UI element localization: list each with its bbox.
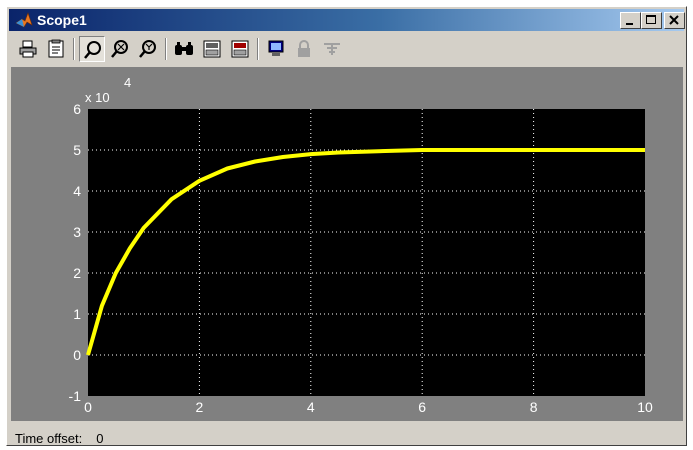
parameters-button[interactable] — [43, 36, 69, 62]
scope-canvas: 0 2 4 6 8 10 -1 0 1 2 3 4 5 6 x 10 4 — [11, 67, 683, 421]
zoom-x-icon — [111, 40, 128, 58]
scope-window: Scope1 — [6, 6, 687, 446]
floating-scope-icon — [268, 40, 284, 56]
restore-axes-button[interactable] — [227, 36, 253, 62]
restore-axes-icon — [231, 40, 249, 58]
plot-area — [88, 109, 645, 396]
y-tick-label: -1 — [69, 388, 82, 404]
minimize-button[interactable] — [620, 12, 641, 29]
exponent-base-label: x 10 — [85, 90, 110, 105]
print-button[interactable] — [15, 36, 41, 62]
x-tick-label: 10 — [637, 399, 653, 415]
time-offset-label: Time offset: — [15, 431, 83, 446]
lock-icon — [298, 40, 310, 57]
signal-selection-button[interactable] — [319, 36, 345, 62]
zoom-x-button[interactable] — [107, 36, 133, 62]
zoom-button[interactable] — [79, 36, 105, 62]
window-title: Scope1 — [37, 12, 87, 28]
exponent-power-label: 4 — [124, 75, 131, 90]
x-tick-label: 6 — [418, 399, 426, 415]
close-icon — [669, 15, 679, 25]
zoom-y-button[interactable] — [135, 36, 161, 62]
signal-trace — [86, 148, 645, 356]
matlab-logo-icon — [15, 12, 33, 28]
parameters-icon — [48, 39, 64, 58]
close-button[interactable] — [664, 12, 685, 29]
y-tick-label: 4 — [73, 183, 81, 199]
x-tick-label: 0 — [84, 399, 92, 415]
floating-scope-button[interactable] — [263, 36, 289, 62]
toolbar-separator — [165, 38, 167, 60]
maximize-button[interactable] — [641, 12, 662, 29]
y-tick-label: 0 — [73, 347, 81, 363]
y-tick-label: 5 — [73, 142, 81, 158]
toolbar-separator — [257, 38, 259, 60]
x-tick-label: 2 — [196, 399, 204, 415]
toolbar-separator — [73, 38, 75, 60]
print-icon — [19, 40, 37, 58]
maximize-icon — [646, 15, 656, 24]
zoom-y-icon — [139, 40, 156, 58]
autoscale-button[interactable] — [171, 36, 197, 62]
autoscale-icon — [175, 42, 193, 55]
status-bar: Time offset: 0 — [15, 431, 104, 446]
x-tick-label: 4 — [307, 399, 315, 415]
save-axes-button[interactable] — [199, 36, 225, 62]
signal-selection-icon — [324, 43, 340, 55]
y-tick-label: 2 — [73, 265, 81, 281]
minimize-icon — [626, 23, 633, 25]
toolbar — [9, 33, 684, 65]
y-tick-label: 6 — [73, 101, 81, 117]
zoom-icon — [84, 41, 101, 59]
y-tick-label: 3 — [73, 224, 81, 240]
lock-button[interactable] — [291, 36, 317, 62]
x-tick-label: 8 — [530, 399, 538, 415]
title-bar[interactable]: Scope1 — [9, 9, 685, 31]
y-tick-label: 1 — [73, 306, 81, 322]
save-axes-icon — [203, 40, 221, 58]
time-offset-value: 0 — [96, 431, 104, 446]
